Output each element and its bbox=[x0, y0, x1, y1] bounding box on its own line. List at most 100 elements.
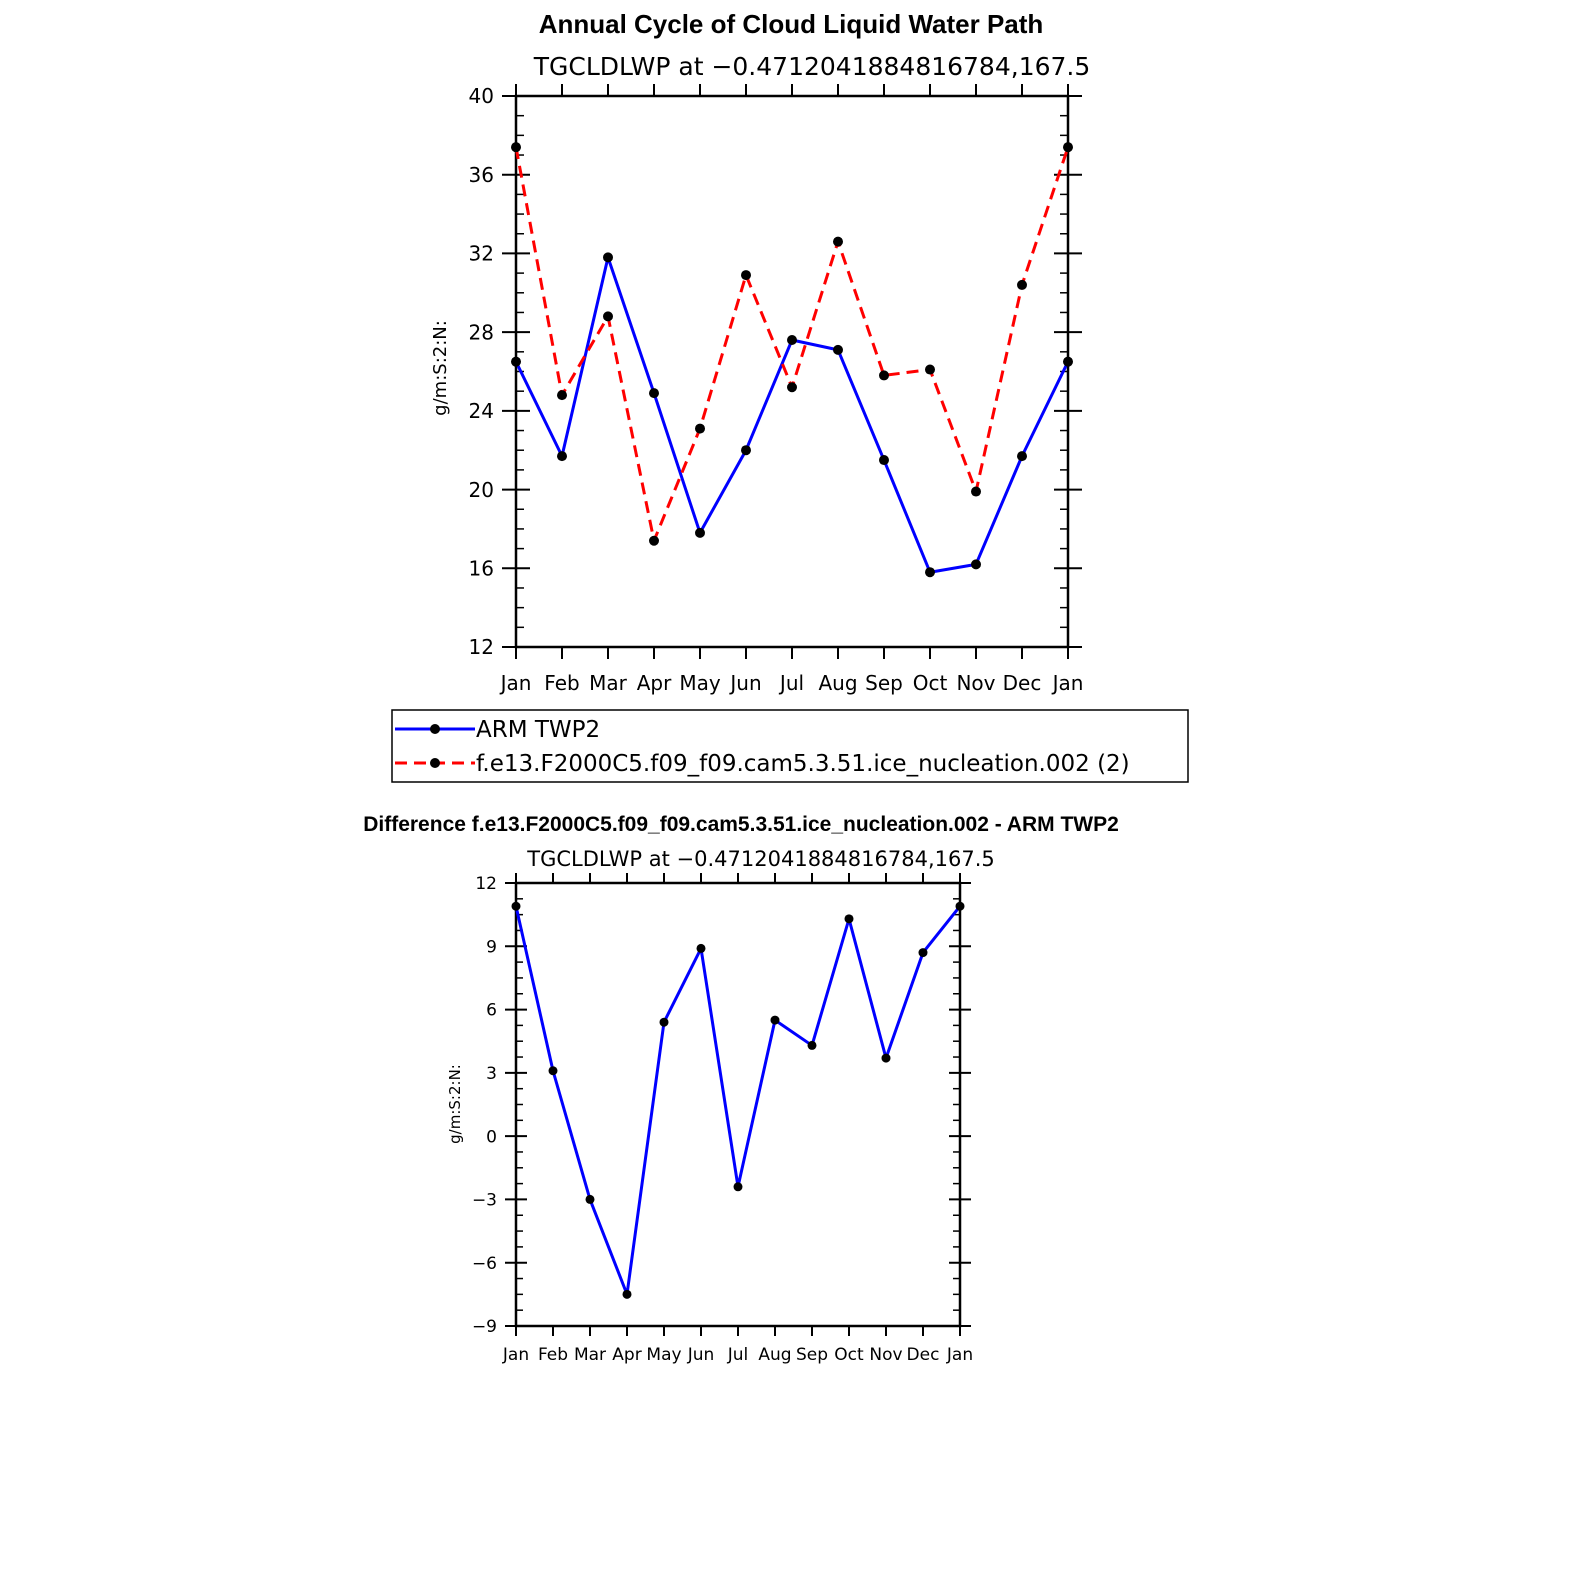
y-tick-label: 16 bbox=[469, 556, 494, 580]
data-point bbox=[918, 948, 928, 958]
data-point bbox=[1017, 279, 1027, 290]
x-tick-label: Jul bbox=[778, 671, 804, 695]
x-tick-label: Jan bbox=[499, 671, 532, 695]
legend-label-model: f.e13.F2000C5.f09_f09.cam5.3.51.ice_nucl… bbox=[476, 751, 1130, 777]
data-point bbox=[741, 445, 751, 456]
plot-frame bbox=[514, 94, 1070, 649]
y-tick-label: 0 bbox=[486, 1127, 497, 1147]
data-point bbox=[787, 382, 797, 393]
x-tick-label: Oct bbox=[834, 1345, 864, 1365]
chart-subtitle: TGCLDLWP at −0.4712041884816784,167.5 bbox=[533, 52, 1091, 81]
annual-cycle-plot: 12 16 20 24 28 32 36 40 Jan Feb Mar Apr May Jun Jul Aug… bbox=[469, 84, 1084, 695]
y-tick-label: 40 bbox=[469, 84, 494, 108]
data-point bbox=[741, 270, 751, 281]
x-tick-label: Oct bbox=[913, 671, 948, 695]
data-point bbox=[733, 1182, 743, 1192]
y-tick-label: −3 bbox=[472, 1191, 497, 1211]
x-tick-label: May bbox=[679, 671, 721, 695]
data-point bbox=[1017, 451, 1027, 462]
y-tick-label: 12 bbox=[475, 874, 497, 894]
x-tick-label: Mar bbox=[574, 1345, 606, 1365]
difference-subtitle: TGCLDLWP at −0.4712041884816784,167.5 bbox=[526, 847, 995, 871]
x-tick-label: Aug bbox=[758, 1345, 791, 1365]
x-tick-label: Mar bbox=[589, 671, 628, 695]
x-tick-label: Dec bbox=[1003, 671, 1042, 695]
x-tick-label: Feb bbox=[538, 1345, 568, 1365]
data-point bbox=[659, 1017, 669, 1027]
y-tick-label: 28 bbox=[469, 320, 494, 344]
x-tick-label: Jul bbox=[727, 1345, 749, 1365]
y-tick-label: 6 bbox=[486, 1001, 497, 1021]
y-tick-label: 3 bbox=[486, 1064, 497, 1084]
data-point bbox=[548, 1066, 558, 1076]
y-tick-label: 36 bbox=[469, 163, 494, 187]
x-tick-label: Jun bbox=[687, 1345, 715, 1365]
data-point bbox=[787, 335, 797, 346]
x-tick-label: Feb bbox=[544, 671, 579, 695]
x-tick-label: May bbox=[646, 1345, 681, 1365]
data-point bbox=[881, 1053, 891, 1063]
x-tick-label: Nov bbox=[956, 671, 995, 695]
data-point bbox=[511, 356, 521, 367]
legend-marker-model bbox=[430, 758, 440, 768]
legend-label-arm: ARM TWP2 bbox=[476, 717, 600, 743]
series-line-a bbox=[514, 255, 1070, 574]
data-point bbox=[622, 1289, 632, 1299]
data-point bbox=[511, 142, 521, 153]
x-tick-label: Apr bbox=[637, 671, 672, 695]
x-tick-label: Nov bbox=[869, 1345, 902, 1365]
y-axis-label: g/m:S:2:N: bbox=[430, 320, 451, 416]
data-point bbox=[511, 901, 521, 911]
data-point bbox=[603, 311, 613, 322]
y-tick-label: 20 bbox=[469, 478, 494, 502]
data-point bbox=[1063, 356, 1073, 367]
data-point bbox=[833, 344, 843, 355]
y-tick-label: 32 bbox=[469, 242, 494, 266]
x-tick-label: Sep bbox=[796, 1345, 828, 1365]
x-tick-label: Jun bbox=[728, 671, 761, 695]
y-tick-label: 12 bbox=[469, 635, 494, 659]
x-tick-label: Apr bbox=[612, 1345, 641, 1365]
data-point bbox=[557, 451, 567, 462]
data-point bbox=[649, 535, 659, 546]
data-point bbox=[695, 423, 705, 434]
difference-title: Difference f.e13.F2000C5.f09_f09.cam5.3.… bbox=[363, 813, 1119, 836]
y-tick-label: 24 bbox=[469, 399, 494, 423]
data-point bbox=[844, 914, 854, 924]
x-tick-label: Sep bbox=[865, 671, 903, 695]
series-line-a bbox=[514, 905, 962, 1296]
data-point bbox=[833, 236, 843, 247]
data-point bbox=[770, 1015, 780, 1025]
legend-marker-arm bbox=[430, 724, 440, 734]
plot-frame bbox=[514, 881, 962, 1328]
data-point bbox=[695, 527, 705, 538]
y-axis-label: g/m:S:2:N: bbox=[446, 1064, 464, 1144]
y-tick-label: −6 bbox=[472, 1254, 497, 1274]
data-point bbox=[879, 455, 889, 466]
data-point bbox=[585, 1194, 595, 1204]
x-tick-label: Jan bbox=[502, 1345, 529, 1365]
x-tick-label: Jan bbox=[946, 1345, 973, 1365]
x-tick-label: Aug bbox=[818, 671, 857, 695]
data-point bbox=[603, 252, 613, 263]
data-point bbox=[696, 943, 706, 953]
x-tick-label: Dec bbox=[907, 1345, 940, 1365]
legend: ARM TWP2 f.e13.F2000C5.f09_f09.cam5.3.51… bbox=[391, 709, 1189, 783]
chart-title: Annual Cycle of Cloud Liquid Water Path bbox=[539, 9, 1044, 39]
y-tick-label: 9 bbox=[486, 937, 497, 957]
data-point bbox=[955, 901, 965, 911]
data-point bbox=[879, 370, 889, 381]
data-point bbox=[557, 390, 567, 401]
data-point bbox=[971, 559, 981, 570]
data-point bbox=[1063, 142, 1073, 153]
data-point bbox=[925, 364, 935, 375]
data-point bbox=[807, 1040, 817, 1050]
data-point bbox=[925, 567, 935, 578]
y-tick-label: −9 bbox=[472, 1317, 497, 1337]
x-tick-label: Jan bbox=[1051, 671, 1084, 695]
difference-plot: −9 −6 −3 0 3 6 9 12 Jan Feb Mar Apr May Jun Jul Aug Sep O… bbox=[472, 873, 973, 1365]
legend-box bbox=[391, 709, 1189, 783]
data-point bbox=[649, 388, 659, 399]
data-point bbox=[971, 486, 981, 497]
